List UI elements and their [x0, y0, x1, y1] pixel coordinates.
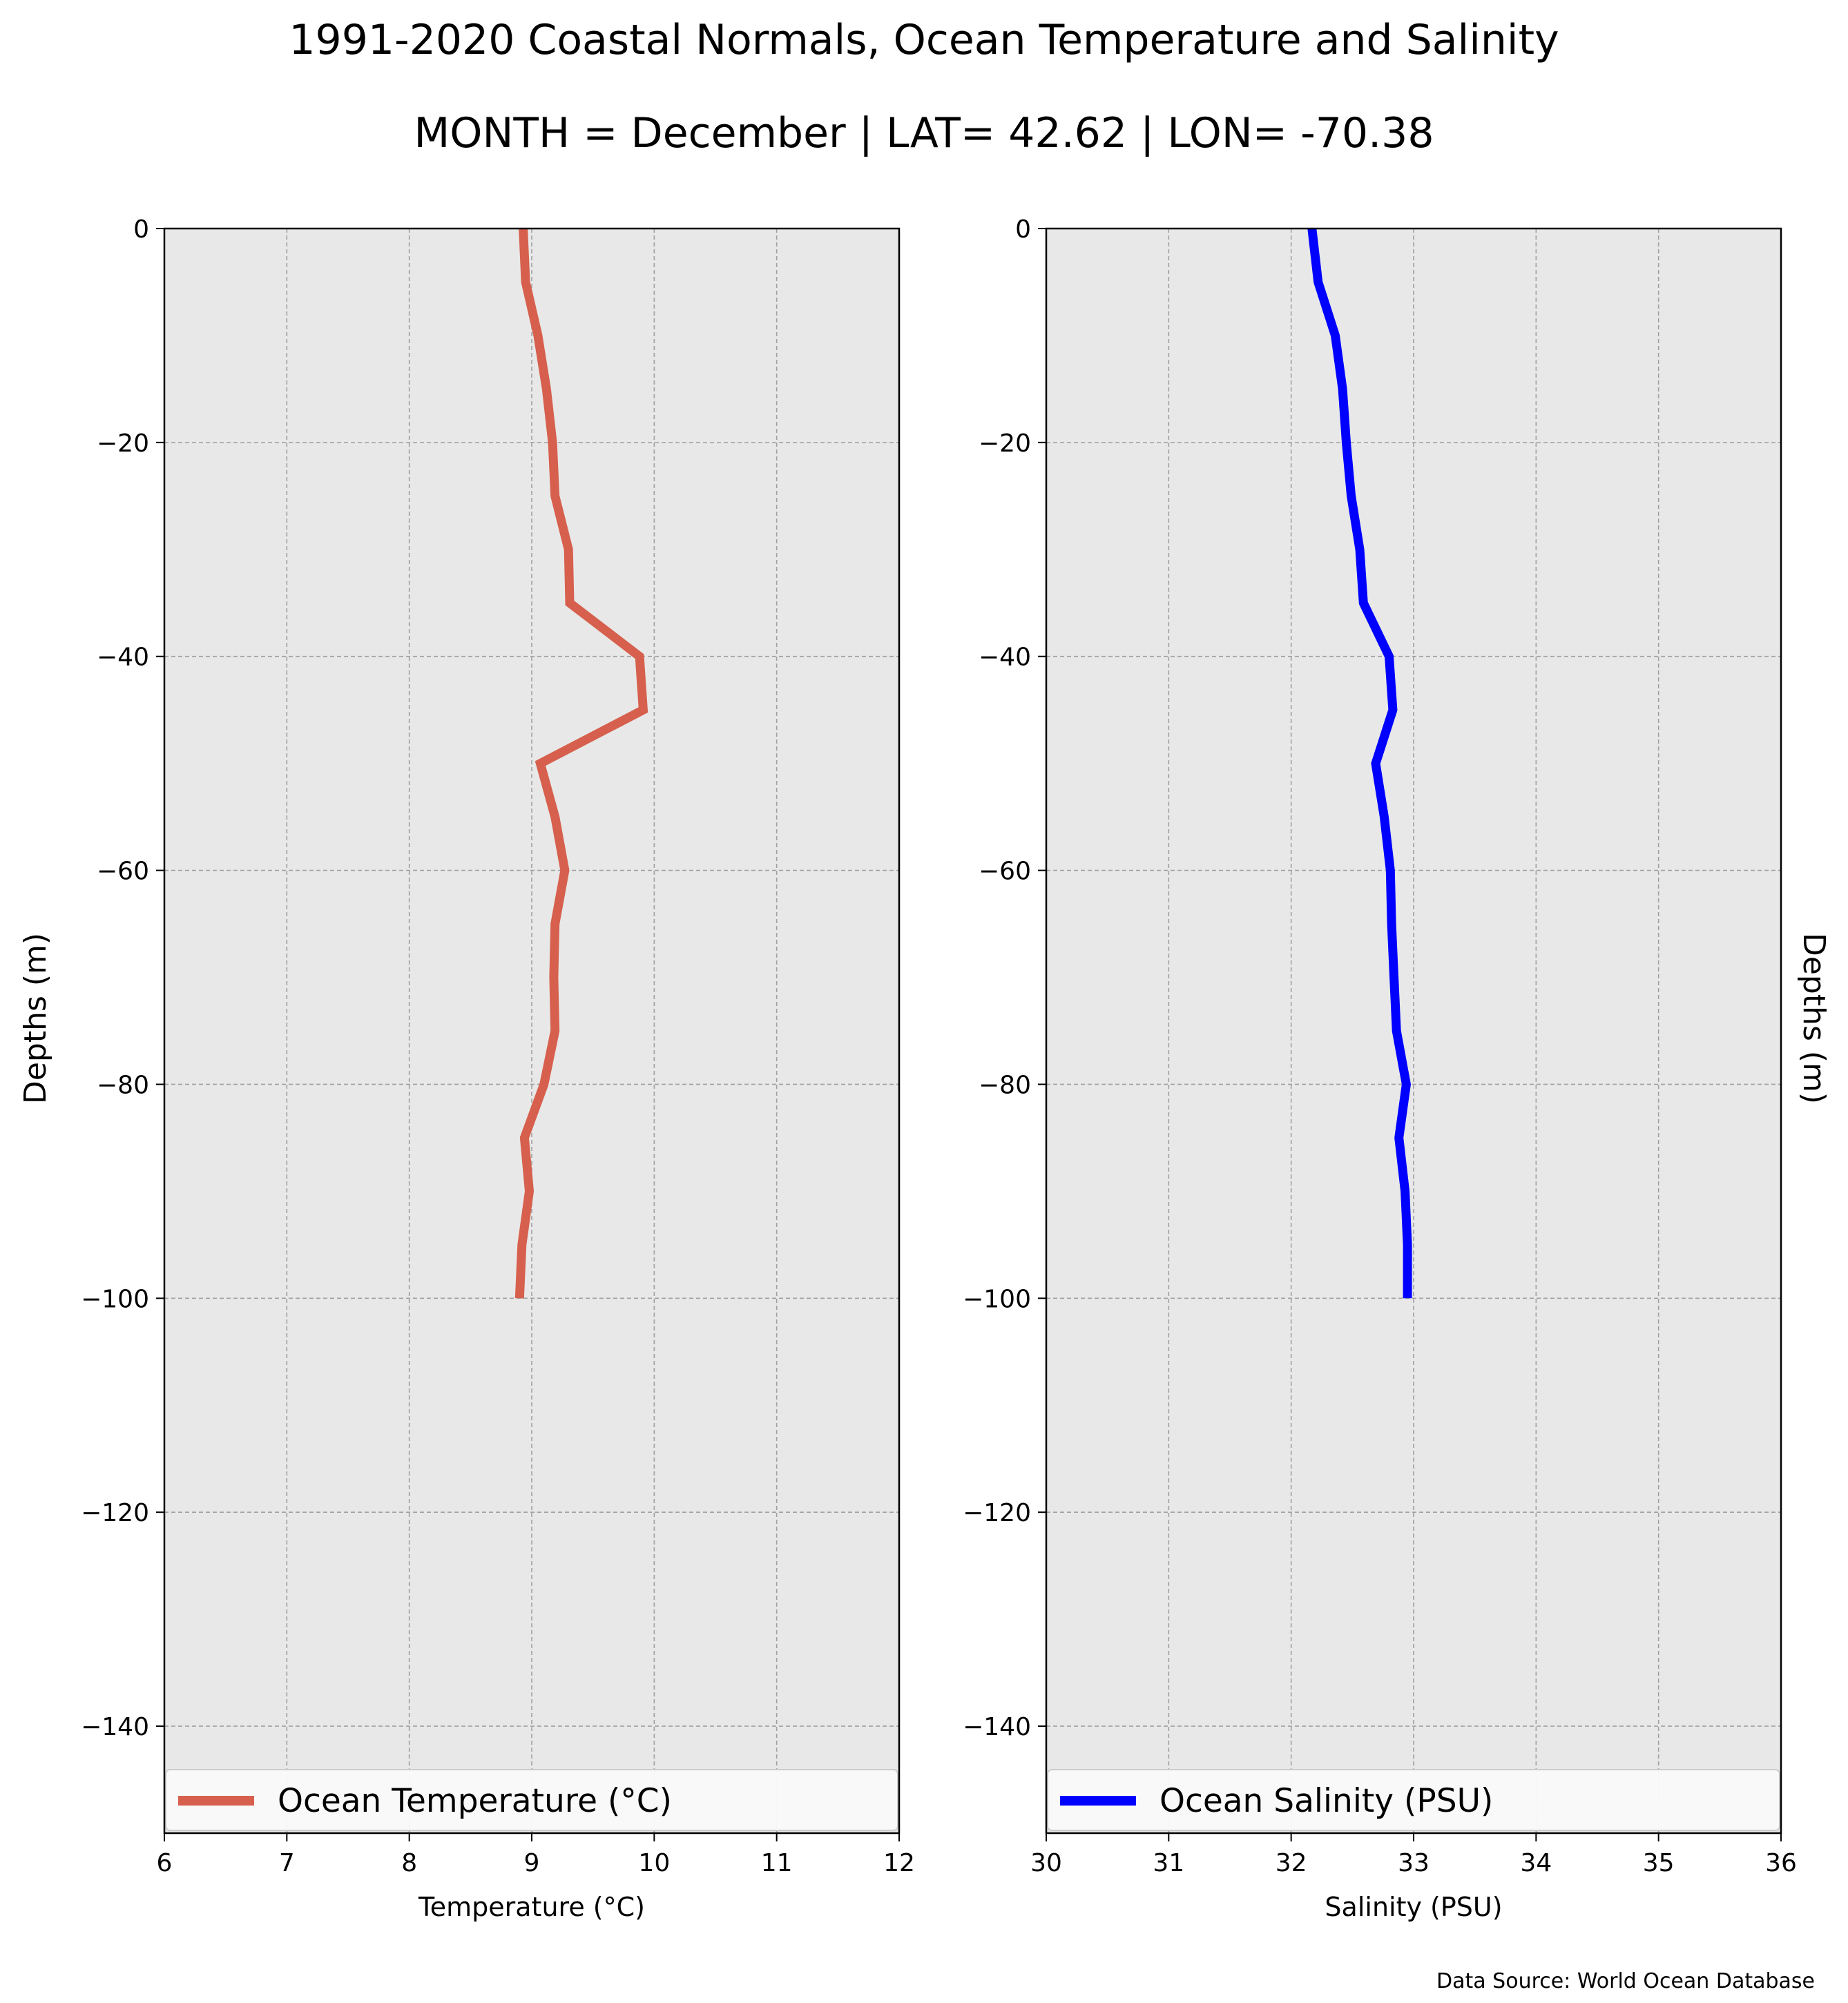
- temperature-legend-box: [165, 1769, 898, 1831]
- temperature-y-tick-label: −140: [81, 1713, 149, 1741]
- salinity-x-tick-label: 33: [1398, 1849, 1430, 1877]
- salinity-x-tick-label: 30: [1030, 1849, 1062, 1877]
- salinity-y-tick-label: −20: [979, 429, 1031, 458]
- chart-title: 1991-2020 Coastal Normals, Ocean Tempera…: [289, 16, 1559, 64]
- salinity-axes-frame: [1045, 227, 1782, 1835]
- temperature-y-tick-label: −20: [97, 429, 149, 458]
- temperature-x-tick-label: 12: [883, 1849, 915, 1877]
- temperature-legend: Ocean Temperature (°C): [165, 1769, 898, 1831]
- temperature-panel: 6 7 8 9 10 11 12 0 −20 −40 −60 −80 −100 −120 −140 Ocean…: [81, 215, 915, 1922]
- temperature-x-tick-label: 7: [279, 1849, 295, 1877]
- temperature-y-tick-label: −100: [81, 1285, 149, 1313]
- salinity-y-tick-label: −120: [963, 1499, 1031, 1527]
- salinity-panel: 30 31 32 33 34 35 36 0 −20 −40 −60 −80 −100 −120 −140 O…: [963, 215, 1797, 1922]
- temperature-series-line: [514, 228, 648, 1299]
- temperature-x-axis-label: Temperature (°C): [418, 1892, 645, 1922]
- temperature-x-tick-label: 9: [524, 1849, 540, 1877]
- chart-subtitle: MONTH = December | LAT= 42.62 | LON= -70…: [414, 109, 1434, 157]
- temperature-x-tick-label: 6: [157, 1849, 173, 1877]
- salinity-x-tick-label: 31: [1153, 1849, 1184, 1877]
- temperature-x-tick-label: 8: [401, 1849, 417, 1877]
- salinity-x-axis-label: Salinity (PSU): [1325, 1892, 1502, 1922]
- salinity-series-line: [1307, 228, 1412, 1299]
- right-y-axis-label: Depths (m): [1796, 933, 1831, 1104]
- salinity-legend-box: [1047, 1769, 1780, 1831]
- salinity-y-tick-label: 0: [1015, 215, 1031, 244]
- salinity-y-tick-label: −80: [979, 1071, 1031, 1099]
- temperature-axes-frame: [163, 227, 901, 1835]
- temperature-y-tick-label: −40: [97, 644, 149, 672]
- temperature-y-tick-label: −60: [97, 858, 149, 886]
- left-y-axis-label: Depths (m): [18, 933, 53, 1104]
- temperature-x-tick-label: 10: [638, 1849, 670, 1877]
- temperature-y-tick-label: −80: [97, 1071, 149, 1099]
- data-source-note: Data Source: World Ocean Database: [1436, 1969, 1815, 1993]
- salinity-legend: Ocean Salinity (PSU): [1047, 1769, 1780, 1831]
- temperature-y-tick-label: −120: [81, 1499, 149, 1527]
- salinity-y-tick-label: −60: [979, 858, 1031, 886]
- salinity-x-tick-label: 34: [1520, 1849, 1552, 1877]
- salinity-y-tick-label: −40: [979, 644, 1031, 672]
- temperature-x-tick-label: 11: [761, 1849, 793, 1877]
- salinity-legend-label: Ocean Salinity (PSU): [1159, 1782, 1493, 1820]
- temperature-y-tick-label: 0: [133, 215, 149, 244]
- salinity-x-tick-label: 35: [1643, 1849, 1675, 1877]
- salinity-y-tick-label: −100: [963, 1285, 1031, 1313]
- salinity-x-tick-label: 32: [1276, 1849, 1307, 1877]
- temperature-legend-label: Ocean Temperature (°C): [278, 1782, 672, 1820]
- salinity-x-tick-label: 36: [1765, 1849, 1797, 1877]
- salinity-y-tick-label: −140: [963, 1713, 1031, 1741]
